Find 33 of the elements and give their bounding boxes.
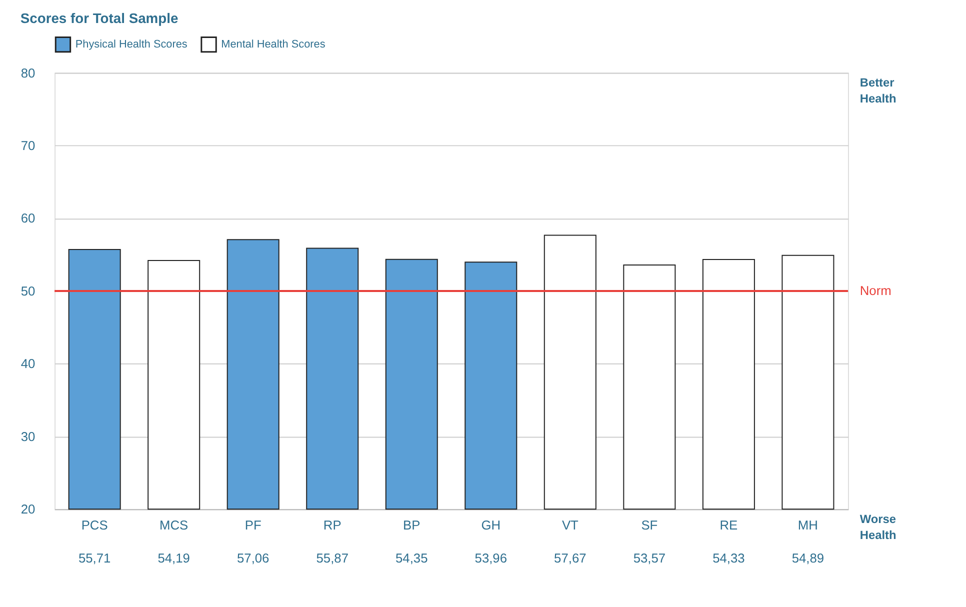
data-label: 54,33 bbox=[712, 550, 745, 566]
chart-title: Scores for Total Sample bbox=[20, 10, 178, 26]
y-tick-label: 20 bbox=[20, 502, 36, 517]
x-tick-label: BP bbox=[403, 518, 420, 533]
data-label: 55,71 bbox=[78, 550, 111, 566]
x-tick-label: MH bbox=[798, 518, 818, 533]
x-tick-label: GH bbox=[481, 518, 501, 533]
text: Worse Health bbox=[860, 512, 896, 542]
data-label: 54,89 bbox=[792, 550, 824, 566]
legend-label: Physical Health Scores bbox=[75, 38, 188, 51]
data-label: 53,96 bbox=[474, 550, 508, 566]
data-label: 54,35 bbox=[396, 550, 428, 566]
x-tick-label: RE bbox=[720, 518, 738, 533]
y-tick-label: 60 bbox=[20, 210, 36, 226]
x-tick-label: PF bbox=[244, 518, 262, 533]
x-tick-label: VT bbox=[562, 518, 579, 533]
x-tick-label: RP bbox=[323, 518, 342, 533]
y-tick-label: 80 bbox=[20, 65, 36, 80]
y-tick-label: 30 bbox=[20, 428, 36, 444]
x-tick-label: SF bbox=[641, 518, 658, 533]
legend-label: Mental Health Scores bbox=[221, 38, 326, 51]
data-label: 57,06 bbox=[236, 550, 270, 566]
data-label: 53,57 bbox=[633, 550, 666, 566]
data-label: 54,19 bbox=[158, 550, 190, 566]
y-tick-label: 40 bbox=[20, 356, 36, 372]
y-tick-label: 70 bbox=[20, 138, 36, 153]
data-label: 55,87 bbox=[316, 550, 348, 566]
ref-line-label: Norm bbox=[860, 282, 892, 298]
x-tick-label: MCS bbox=[160, 518, 188, 533]
data-label: 57,67 bbox=[554, 550, 586, 566]
text: Better Health bbox=[860, 76, 896, 106]
y-tick-label: 50 bbox=[20, 283, 36, 298]
x-tick-label: PCS bbox=[81, 518, 108, 533]
